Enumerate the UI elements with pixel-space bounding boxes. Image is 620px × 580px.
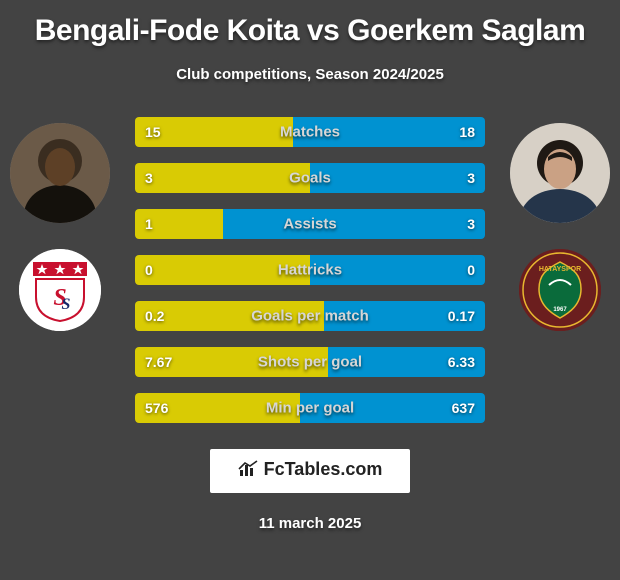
player-silhouette-icon [10, 123, 110, 223]
stat-label: Goals [135, 170, 485, 187]
player-photo-right [510, 123, 610, 223]
bar-chart-icon [238, 460, 258, 483]
footer: FcTables.com 11 march 2025 [0, 443, 620, 532]
club-crest-icon: S S [19, 249, 101, 331]
stat-bars: 1518Matches 33Goals 13Assists 00Hattricks 0.… [135, 117, 485, 439]
stat-row: 1518Matches [135, 117, 485, 147]
svg-text:HATAYSPOR: HATAYSPOR [539, 266, 581, 273]
fctables-label: FcTables.com [264, 459, 383, 479]
player-photo-left [10, 123, 110, 223]
stat-label: Shots per goal [135, 354, 485, 371]
stat-label: Goals per match [135, 308, 485, 325]
stat-row: 7.676.33Shots per goal [135, 347, 485, 377]
club-logo-left: S S [19, 249, 101, 331]
stat-row: 13Assists [135, 209, 485, 239]
date-label: 11 march 2025 [0, 515, 620, 532]
stat-row: 00Hattricks [135, 255, 485, 285]
player-silhouette-icon [510, 123, 610, 223]
comparison-panel: S S HATAYSPOR 1967 1518Matches 33Goals 13A… [0, 113, 620, 443]
stat-label: Hattricks [135, 262, 485, 279]
club-crest-icon: HATAYSPOR 1967 [519, 249, 601, 331]
subtitle: Club competitions, Season 2024/2025 [0, 66, 620, 83]
fctables-badge: FcTables.com [210, 449, 411, 493]
stat-row: 0.20.17Goals per match [135, 301, 485, 331]
stat-label: Matches [135, 124, 485, 141]
svg-text:S: S [62, 296, 71, 313]
stat-label: Min per goal [135, 400, 485, 417]
page-title: Bengali-Fode Koita vs Goerkem Saglam [0, 0, 620, 48]
club-logo-right: HATAYSPOR 1967 [519, 249, 601, 331]
svg-text:1967: 1967 [553, 307, 567, 313]
stat-row: 576637Min per goal [135, 393, 485, 423]
stat-row: 33Goals [135, 163, 485, 193]
stat-label: Assists [135, 216, 485, 233]
